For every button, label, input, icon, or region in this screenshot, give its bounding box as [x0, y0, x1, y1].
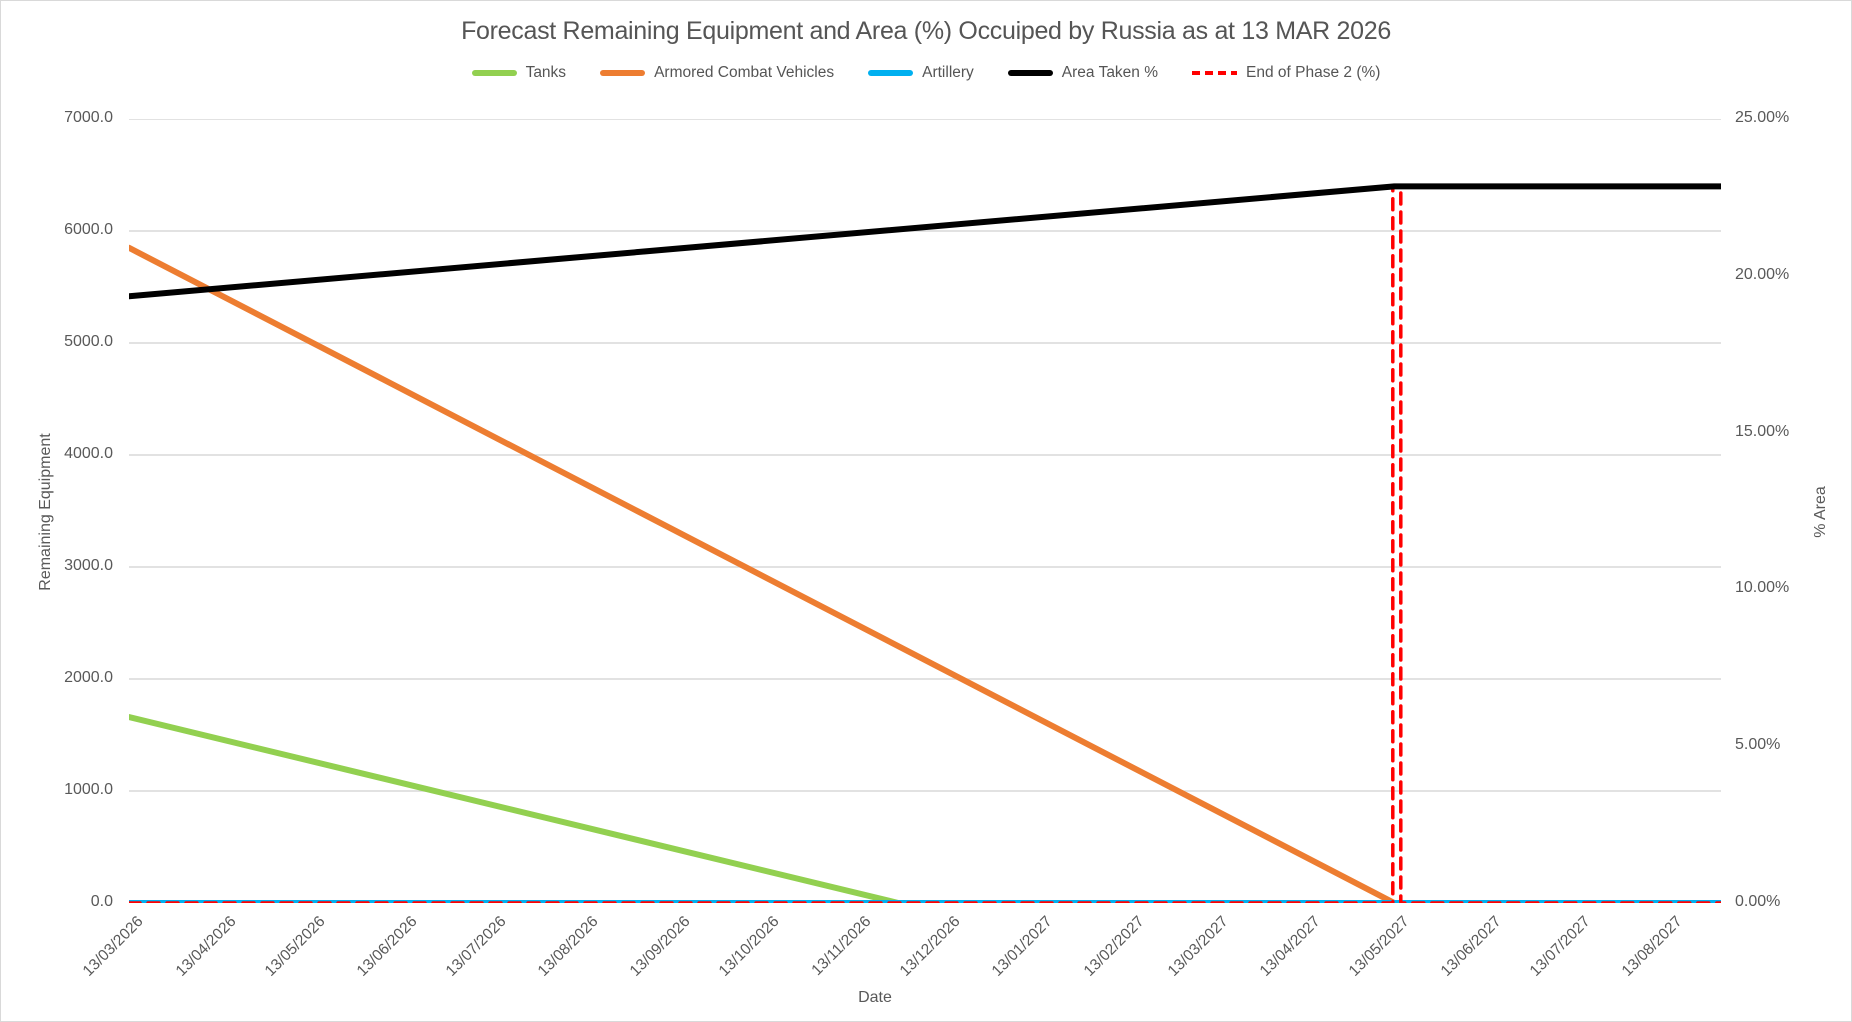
x-axis-tick-label: 13/12/2026 [896, 913, 964, 980]
x-axis-tick-label: 13/06/2026 [353, 913, 421, 980]
x-axis-tick-label: 13/03/2027 [1164, 913, 1232, 980]
legend-swatch-armored-combat-vehicles-icon [600, 70, 646, 76]
series-line-area-taken [129, 183, 1721, 300]
legend-item-artillery: Artillery [868, 64, 974, 82]
x-axis-tick-label: 13/05/2026 [261, 913, 329, 980]
legend-swatch-end-of-phase-2-icon [1192, 71, 1238, 75]
series-line-end-of-phase-2 [129, 184, 1721, 903]
left-axis-tick-label: 5000.0 [64, 333, 113, 350]
x-axis-tick-label: 13/08/2026 [534, 913, 602, 980]
x-axis-tick-label: 13/04/2026 [172, 913, 240, 980]
right-axis-tick-label: 0.00% [1735, 893, 1781, 910]
left-axis-tick-label: 1000.0 [64, 781, 113, 798]
legend-label-tanks: Tanks [525, 64, 567, 81]
legend-label-area-taken: Area Taken % [1061, 64, 1159, 81]
left-axis-tick-label: 7000.0 [64, 109, 113, 126]
x-axis-tick-label: 13/03/2026 [80, 913, 148, 980]
right-axis-tick-label: 20.00% [1735, 265, 1790, 283]
legend-item-tanks: Tanks [471, 64, 567, 82]
right-axis-tick-label: 15.00% [1735, 422, 1790, 440]
left-axis-tick-label: 2000.0 [64, 669, 113, 686]
x-axis-tick-label: 13/04/2027 [1256, 913, 1324, 980]
x-axis-title: Date [858, 989, 892, 1006]
x-axis-tick-label: 13/09/2026 [626, 913, 694, 980]
left-axis-tick-label: 4000.0 [64, 445, 113, 462]
right-axis-tick-label: 10.00% [1735, 579, 1790, 597]
x-axis-tick-label: 13/05/2027 [1345, 913, 1413, 980]
legend-item-armored-combat-vehicles: Armored Combat Vehicles [600, 64, 834, 82]
legend-swatch-artillery-icon [868, 70, 914, 76]
x-axis-tick-label: 13/11/2026 [808, 913, 875, 980]
x-axis-tick-label: 13/07/2026 [442, 913, 510, 980]
legend-label-artillery: Artillery [922, 64, 974, 81]
right-axis-title: % Area [1812, 486, 1829, 538]
left-axis-title: Remaining Equipment [37, 433, 54, 591]
right-axis-tick-label: 25.00% [1735, 109, 1790, 126]
plot-area [129, 119, 1721, 903]
legend-swatch-area-taken-icon [1007, 70, 1053, 76]
left-axis-tick-label: 3000.0 [64, 557, 113, 574]
left-axis-tick-label: 6000.0 [64, 221, 113, 238]
x-axis-tick-label: 13/07/2027 [1526, 913, 1594, 980]
series-line-armored-combat-vehicles [129, 244, 1721, 903]
chart-legend: Tanks Armored Combat Vehicles Artillery Are… [1, 64, 1851, 82]
x-axis-tick-label: 13/06/2027 [1437, 913, 1505, 980]
left-axis-tick-label: 0.0 [90, 893, 113, 910]
chart-title: Forecast Remaining Equipment and Area (%… [461, 17, 1391, 45]
legend-item-area-taken: Area Taken % [1007, 64, 1159, 82]
x-axis-tick-label: 13/02/2027 [1081, 913, 1148, 980]
x-axis-tick-label: 13/08/2027 [1618, 913, 1686, 980]
series-line-tanks [129, 714, 1721, 903]
legend-swatch-tanks-icon [471, 70, 517, 76]
right-axis-tick-label: 5.00% [1735, 736, 1781, 754]
x-axis-tick-label: 13/10/2026 [715, 913, 783, 980]
legend-label-armored-combat-vehicles: Armored Combat Vehicles [654, 64, 835, 81]
legend-item-end-of-phase-2: End of Phase 2 (%) [1192, 64, 1380, 82]
x-axis-tick-label: 13/01/2027 [989, 913, 1056, 980]
legend-label-end-of-phase-2: End of Phase 2 (%) [1246, 64, 1381, 81]
